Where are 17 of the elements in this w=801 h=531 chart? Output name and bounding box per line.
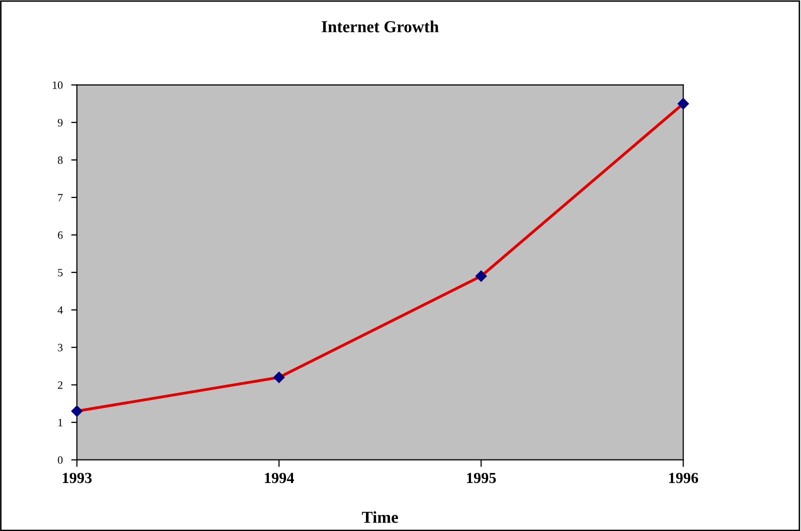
y-tick-label: 2 bbox=[58, 381, 62, 389]
x-tick-label: 1994 bbox=[264, 472, 294, 484]
y-tick-label: 4 bbox=[58, 306, 63, 314]
chart-title: Internet Growth bbox=[322, 20, 439, 32]
y-tick-label: 7 bbox=[58, 194, 63, 202]
y-tick-label: 10 bbox=[52, 81, 63, 89]
y-tick-label: 6 bbox=[58, 231, 63, 239]
x-axis-title: Time bbox=[362, 511, 398, 523]
x-tick-label: 1995 bbox=[467, 472, 496, 484]
x-tick-label: 1993 bbox=[62, 472, 92, 484]
y-tick-label: 0 bbox=[58, 456, 63, 464]
y-tick-label: 5 bbox=[58, 268, 63, 276]
y-tick-label: 1 bbox=[58, 418, 62, 426]
x-tick-label: 1996 bbox=[669, 472, 698, 484]
y-tick-label: 3 bbox=[58, 344, 63, 352]
y-tick-label: 9 bbox=[58, 118, 63, 126]
y-tick-label: 8 bbox=[58, 156, 63, 164]
